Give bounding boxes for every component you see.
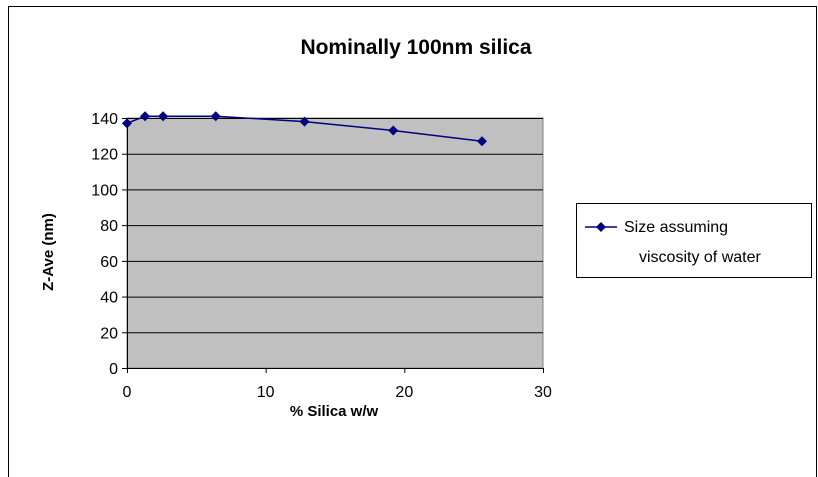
y-tick-label: 140 [91,111,118,128]
plot-area [126,117,544,369]
legend-label-line-1: Size assuming [624,219,728,236]
data-point-marker [388,125,399,136]
data-point-marker [210,111,221,122]
y-tick-labels: 0 20 40 60 80 100 120 140 [91,111,127,378]
x-tick-labels: 0 10 20 30 [123,368,552,401]
y-tick-label: 0 [109,361,118,378]
gridlines [127,118,543,334]
x-tick-label: 20 [395,384,413,401]
data-point-marker [158,111,169,122]
y-tick-label: 60 [100,254,118,271]
data-point-marker [140,111,151,122]
data-point-marker [299,116,310,127]
y-tick-label: 20 [100,325,118,342]
y-tick-label: 120 [91,147,118,164]
legend-series-marker [596,222,606,232]
legend-box [576,203,812,278]
data-point-marker [476,136,487,147]
y-tick-label: 40 [100,290,118,307]
legend-label-line-2: viscosity of water [639,249,761,266]
axes [127,118,543,369]
legend: Size assuming viscosity of water [576,203,812,278]
y-tick-label: 80 [100,218,118,235]
data-point-marker [122,118,132,129]
x-axis-title: % Silica w/w [290,403,379,420]
x-tick-label: 0 [123,384,132,401]
y-axis-title: Z-Ave (nm) [40,213,57,291]
y-tick-label: 100 [91,182,118,199]
x-tick-label: 10 [257,384,275,401]
chart-title: Nominally 100nm silica [300,36,531,59]
series-layer [122,111,487,147]
x-tick-label: 30 [534,384,552,401]
